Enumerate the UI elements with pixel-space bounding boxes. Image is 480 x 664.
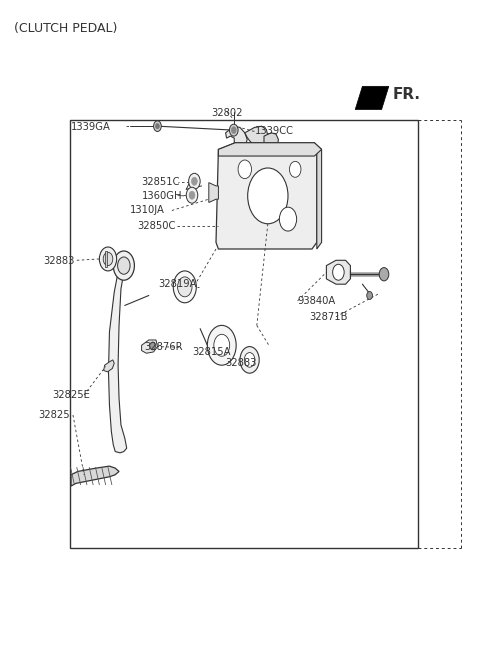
Text: 1360GH: 1360GH [142,191,182,201]
Text: 32825E: 32825E [52,390,90,400]
Polygon shape [245,126,268,147]
Text: 32819A: 32819A [158,279,197,290]
Bar [105,251,107,267]
Circle shape [207,325,236,365]
Circle shape [178,277,192,297]
Text: 32883: 32883 [43,256,74,266]
Circle shape [192,177,197,185]
Text: FR.: FR. [393,87,420,102]
Text: 1339CC: 1339CC [254,126,293,137]
Polygon shape [209,183,218,203]
Text: 32883: 32883 [226,357,257,368]
Circle shape [99,247,117,271]
Circle shape [118,257,130,274]
Polygon shape [71,466,119,486]
Polygon shape [326,260,350,284]
Circle shape [173,271,196,303]
Text: 1310JA: 1310JA [130,205,165,216]
Circle shape [279,207,297,231]
Text: 1339GA: 1339GA [71,122,111,133]
Text: (CLUTCH PEDAL): (CLUTCH PEDAL) [14,22,118,35]
Circle shape [189,173,200,189]
Polygon shape [142,340,157,353]
Polygon shape [218,143,322,156]
Text: 93840A: 93840A [298,295,336,306]
Polygon shape [314,143,322,249]
Text: 32802: 32802 [211,108,243,118]
Circle shape [244,353,255,367]
Text: 32851C: 32851C [142,177,180,187]
Text: 32825: 32825 [38,410,70,420]
Polygon shape [264,133,278,151]
Circle shape [156,124,159,129]
Text: 32815A: 32815A [192,347,230,357]
Circle shape [238,160,252,179]
Circle shape [248,168,288,224]
Circle shape [214,335,229,356]
Circle shape [113,251,134,280]
Circle shape [186,187,198,203]
Circle shape [229,124,238,136]
Circle shape [333,264,344,280]
Circle shape [189,191,195,199]
Bar [70,120,418,548]
Circle shape [154,121,161,131]
Circle shape [103,252,113,266]
Polygon shape [226,126,247,150]
Circle shape [240,347,259,373]
Circle shape [289,161,301,177]
Circle shape [231,127,236,133]
Text: 32871B: 32871B [310,311,348,322]
Polygon shape [104,360,114,372]
Text: 32850C: 32850C [137,220,175,231]
Circle shape [379,268,389,281]
Polygon shape [108,267,127,453]
Circle shape [150,342,156,350]
Circle shape [367,291,372,299]
Polygon shape [216,143,317,249]
Polygon shape [355,86,389,110]
Text: 32876R: 32876R [144,342,182,353]
